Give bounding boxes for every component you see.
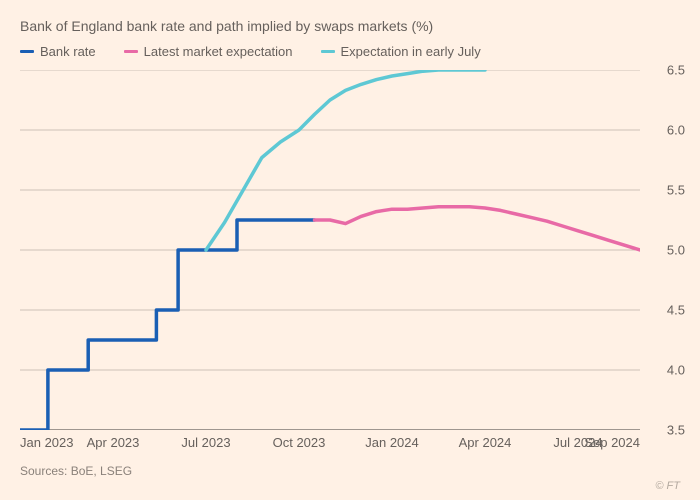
y-tick-label: 4.0 <box>667 363 685 378</box>
copyright-text: © FT <box>655 480 680 492</box>
x-tick-label: Jan 2024 <box>365 435 419 450</box>
x-tick-label: Oct 2023 <box>273 435 326 450</box>
chart-container: Bank of England bank rate and path impli… <box>0 0 700 500</box>
legend-item: Latest market expectation <box>124 44 293 59</box>
y-tick-label: 6.0 <box>667 123 685 138</box>
y-tick-label: 5.0 <box>667 243 685 258</box>
y-tick-label: 5.5 <box>667 183 685 198</box>
legend-label: Bank rate <box>40 44 96 59</box>
legend-swatch <box>124 50 138 53</box>
legend-swatch <box>321 50 335 53</box>
x-tick-label: Apr 2024 <box>459 435 512 450</box>
legend-item: Bank rate <box>20 44 96 59</box>
y-tick-label: 4.5 <box>667 303 685 318</box>
legend-swatch <box>20 50 34 53</box>
legend-label: Expectation in early July <box>341 44 481 59</box>
plot-area <box>20 70 640 430</box>
chart-svg <box>20 70 640 430</box>
legend-label: Latest market expectation <box>144 44 293 59</box>
legend-item: Expectation in early July <box>321 44 481 59</box>
legend: Bank rate Latest market expectation Expe… <box>20 44 481 59</box>
y-tick-label: 6.5 <box>667 63 685 78</box>
x-tick-label: Jul 2023 <box>181 435 230 450</box>
sources-text: Sources: BoE, LSEG <box>20 464 132 478</box>
chart-subtitle: Bank of England bank rate and path impli… <box>20 18 433 34</box>
x-tick-label: Apr 2023 <box>87 435 140 450</box>
x-tick-label: Sep 2024 <box>584 435 640 450</box>
y-tick-label: 3.5 <box>667 423 685 438</box>
x-tick-label: Jan 2023 <box>20 435 74 450</box>
